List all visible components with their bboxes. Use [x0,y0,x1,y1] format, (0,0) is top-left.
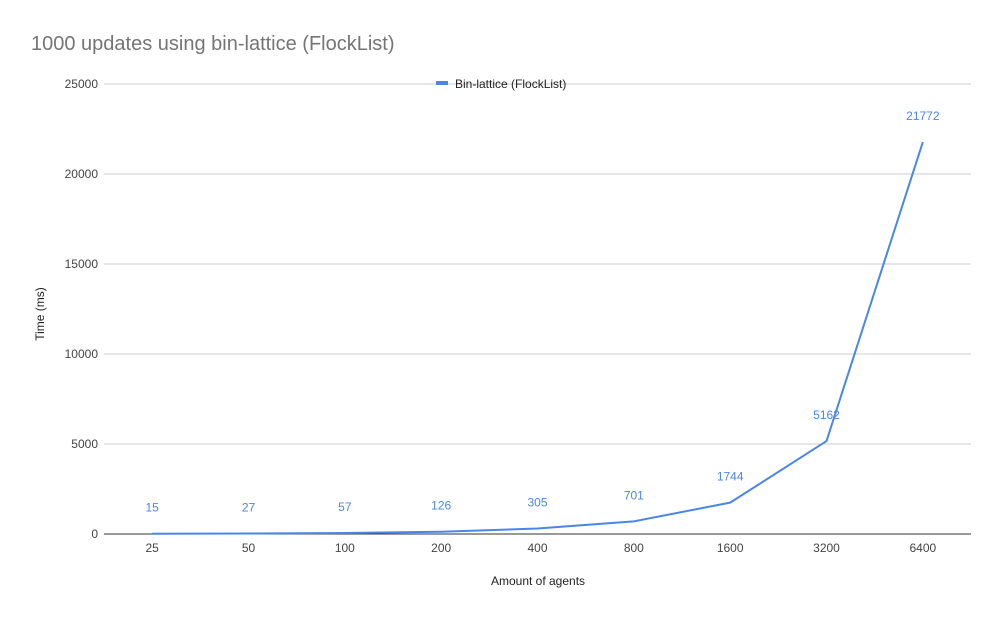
y-axis-ticks: 0 5000 10000 15000 20000 25000 [65,77,99,541]
y-axis-label: Time (ms) [33,287,47,341]
y-tick-label: 10000 [65,347,99,361]
legend-swatch [436,81,448,85]
x-axis-ticks: 25 50 100 200 400 800 1600 3200 6400 [145,541,936,555]
y-tick-label: 20000 [65,167,99,181]
data-label: 57 [338,500,352,514]
x-tick-label: 25 [145,541,159,555]
x-tick-label: 100 [335,541,355,555]
y-tick-label: 15000 [65,257,99,271]
x-tick-label: 400 [527,541,547,555]
data-label: 15 [145,501,159,515]
data-label: 27 [242,501,256,515]
data-label: 21772 [906,109,940,123]
data-label: 5162 [813,408,840,422]
x-tick-label: 1600 [717,541,744,555]
x-tick-label: 6400 [909,541,936,555]
x-tick-label: 800 [624,541,644,555]
y-tick-label: 25000 [65,77,99,91]
x-tick-label: 200 [431,541,451,555]
gridlines [104,84,971,534]
data-labels: 15 27 57 126 305 701 1744 5162 21772 [145,109,939,515]
y-tick-label: 5000 [71,437,98,451]
series-layer [152,142,923,534]
chart-title: 1000 updates using bin-lattice (FlockLis… [31,33,395,55]
data-label: 305 [527,496,547,510]
legend-label: Bin-lattice (FlockList) [455,77,566,91]
x-axis-label: Amount of agents [491,574,585,588]
data-label: 126 [431,499,451,513]
data-label: 701 [624,488,644,502]
x-tick-label: 3200 [813,541,840,555]
data-label: 1744 [717,470,744,484]
series-line [152,142,923,534]
y-tick-label: 0 [91,527,98,541]
legend: Bin-lattice (FlockList) [436,77,566,91]
x-tick-label: 50 [242,541,256,555]
